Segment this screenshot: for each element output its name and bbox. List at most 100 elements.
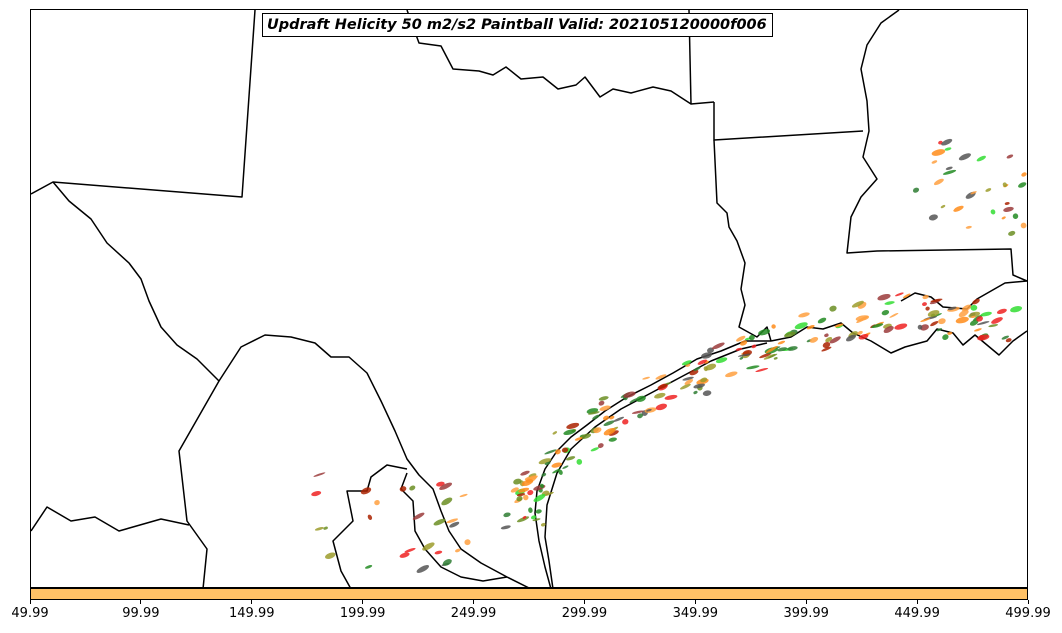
- louisiana-coast: [770, 322, 1027, 356]
- paintball-swath: [544, 491, 554, 496]
- paintball-swath: [846, 334, 856, 342]
- paintball-swath: [941, 138, 953, 146]
- paintball-swath: [562, 465, 569, 469]
- paintball-swath: [970, 315, 976, 318]
- paintball-swath: [599, 405, 611, 411]
- arkansas-south-border: [713, 102, 864, 141]
- paintball-swath: [693, 383, 705, 389]
- colorbar-tick: [583, 600, 585, 604]
- colorbar-tick: [1027, 600, 1029, 604]
- paintball-swath: [613, 416, 625, 422]
- paintball-swath: [697, 359, 708, 365]
- paintball-swath: [637, 413, 644, 419]
- paintball-swath: [521, 479, 534, 486]
- paintball-swath: [404, 547, 416, 553]
- paintball-swath: [920, 318, 931, 322]
- paintball-swath: [970, 191, 977, 195]
- paintball-swath: [947, 306, 957, 311]
- paintball-swath: [902, 293, 911, 299]
- paintball-swath: [889, 312, 899, 318]
- paintball-swath: [446, 518, 459, 524]
- paintball-swath: [657, 383, 668, 390]
- paintball-swath: [701, 352, 712, 359]
- paintball-swath: [884, 301, 895, 305]
- paintball-swath: [930, 321, 939, 327]
- paintball-swath: [433, 518, 446, 526]
- paintball-swath: [834, 323, 844, 328]
- paintball-swath: [533, 494, 546, 502]
- paintball-swath: [566, 422, 580, 429]
- paintball-swath: [603, 428, 616, 436]
- paintball-swath: [824, 333, 829, 338]
- paintball-swath: [970, 304, 978, 311]
- colorbar-tick: [473, 600, 475, 604]
- paintball-swath: [412, 512, 425, 520]
- paintball-swath: [980, 311, 992, 317]
- colorbar-tick-label: 149.99: [229, 606, 275, 621]
- paintball-swath: [566, 456, 576, 461]
- paintball-swath: [593, 427, 602, 434]
- paintball-swath: [314, 526, 324, 531]
- paintball-swath: [680, 383, 691, 390]
- paintball-swath: [955, 316, 969, 324]
- paintball-swath: [598, 396, 609, 401]
- paintball-swath: [664, 394, 678, 400]
- colorbar-tick-label: 299.99: [561, 606, 608, 621]
- colorbar-tick-label: 399.99: [783, 606, 829, 621]
- paintball-swath: [655, 374, 667, 380]
- paintball-swath: [829, 305, 837, 312]
- paintball-swath: [938, 318, 946, 325]
- paintball-swath: [798, 312, 810, 318]
- paintball-swath: [535, 509, 542, 514]
- paintball-swath: [608, 430, 619, 436]
- paintball-swath: [1004, 202, 1010, 205]
- paintball-swath: [881, 309, 890, 316]
- mexico-state-border-1: [178, 380, 220, 587]
- paintball-swath: [592, 414, 600, 420]
- paintball-swath: [399, 486, 407, 492]
- paintball-swath: [705, 363, 717, 371]
- colorbar-tick: [362, 600, 364, 604]
- paintball-swath: [958, 309, 969, 318]
- paintball-swath: [561, 447, 569, 453]
- paintball-swath: [740, 340, 748, 346]
- texas-louisiana-border: [713, 139, 772, 342]
- paintball-swath: [725, 371, 738, 378]
- paintball-swath: [965, 225, 972, 229]
- paintball-swath: [851, 300, 864, 308]
- paintball-swath: [739, 356, 744, 360]
- paintball-swath: [1021, 172, 1027, 177]
- paintball-swath: [538, 458, 552, 465]
- paintball-swath: [654, 392, 666, 399]
- paintball-swath: [682, 376, 694, 381]
- paintball-swath: [806, 325, 815, 330]
- paintball-swath: [768, 353, 778, 359]
- paintball-swath: [944, 147, 952, 151]
- paintball-swath: [700, 377, 708, 383]
- paintball-swath: [541, 473, 547, 477]
- colorbar-tick-label: 249.99: [450, 606, 497, 621]
- colorbar-tick-label: 49.99: [11, 606, 49, 621]
- paintball-swath: [821, 346, 832, 352]
- paintball-swath: [360, 487, 372, 495]
- paintball-swath: [623, 391, 636, 398]
- paintball-swath: [449, 521, 460, 528]
- paintball-swath: [544, 461, 551, 466]
- paintball-swath: [1010, 306, 1023, 313]
- paintball-swath: [527, 490, 534, 496]
- paintball-swath: [977, 334, 990, 341]
- paintball-swath: [574, 437, 583, 441]
- colorbar-tick: [251, 600, 253, 604]
- paintball-swath: [364, 565, 373, 569]
- paintball-swath: [928, 214, 938, 221]
- paintball-swath: [988, 324, 999, 328]
- paintball-swath: [895, 292, 904, 297]
- paintball-swath: [528, 507, 533, 513]
- paintball-swath: [441, 497, 453, 506]
- paintball-swath: [520, 470, 530, 476]
- paintball-swath: [894, 323, 908, 330]
- paintball-swath: [539, 483, 545, 489]
- paintball-swath: [735, 347, 743, 351]
- paintball-swath: [858, 334, 869, 340]
- paintball-swath: [590, 447, 599, 452]
